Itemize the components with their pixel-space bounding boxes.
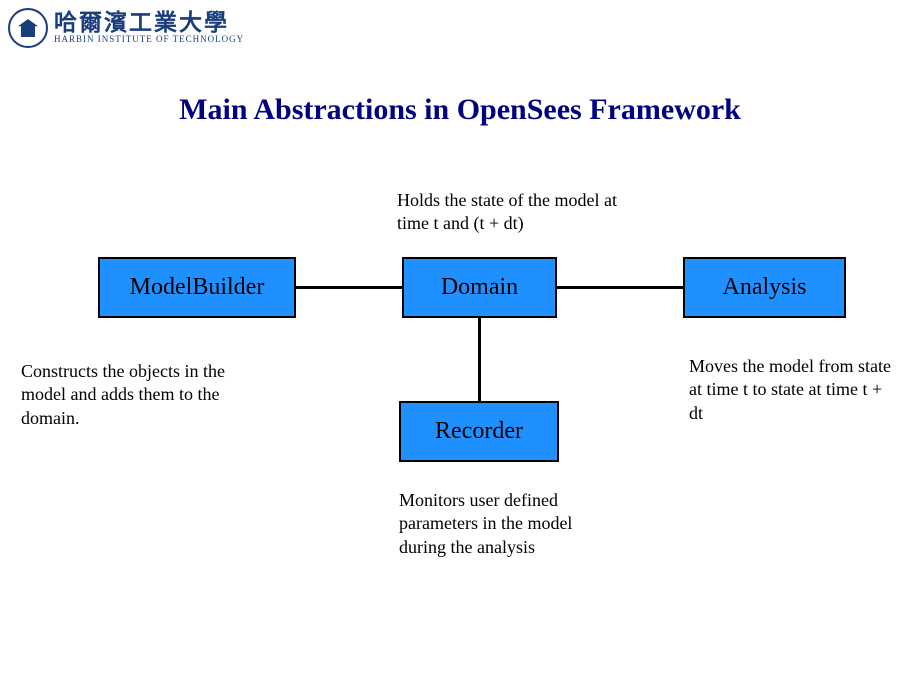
node-modelbuilder: ModelBuilder bbox=[98, 257, 296, 318]
caption-modelbuilder: Constructs the objects in the model and … bbox=[21, 360, 231, 430]
institution-logo-block: 哈爾濱工業大學 HARBIN INSTITUTE OF TECHNOLOGY bbox=[8, 8, 244, 48]
edge-modelbuilder-domain bbox=[296, 286, 402, 289]
edge-domain-recorder bbox=[478, 318, 481, 401]
institution-name-cn: 哈爾濱工業大學 bbox=[54, 11, 244, 34]
node-recorder: Recorder bbox=[399, 401, 559, 462]
node-domain: Domain bbox=[402, 257, 557, 318]
edge-domain-analysis bbox=[557, 286, 683, 289]
slide-title: Main Abstractions in OpenSees Framework bbox=[0, 93, 920, 127]
logo-seal-icon bbox=[8, 8, 48, 48]
caption-analysis: Moves the model from state at time t to … bbox=[689, 355, 899, 425]
node-analysis: Analysis bbox=[683, 257, 846, 318]
caption-domain: Holds the state of the model at time t a… bbox=[397, 189, 627, 236]
framework-diagram: ModelBuilder Domain Analysis Recorder Holds … bbox=[0, 180, 920, 660]
institution-name-en: HARBIN INSTITUTE OF TECHNOLOGY bbox=[54, 34, 244, 45]
caption-recorder: Monitors user defined parameters in the … bbox=[399, 489, 609, 559]
